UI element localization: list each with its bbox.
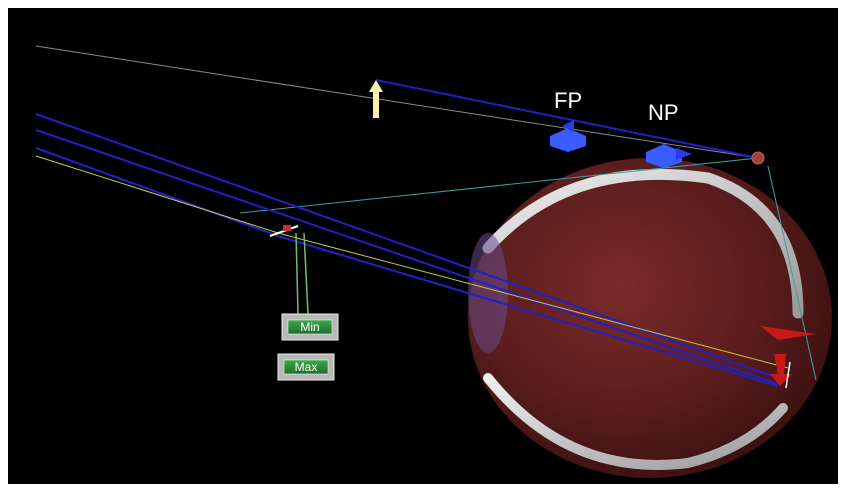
min-button[interactable]: Min bbox=[281, 313, 339, 341]
near-point-label: NP bbox=[648, 100, 679, 125]
blue-arrow-icon[interactable] bbox=[646, 144, 692, 168]
3d-viewport[interactable]: FP NP Min Max bbox=[8, 8, 838, 484]
light-rays bbox=[35, 45, 817, 387]
max-button-label: Max bbox=[295, 360, 318, 374]
sclera-upper bbox=[482, 168, 804, 319]
cornea bbox=[468, 233, 508, 353]
lens-marker[interactable] bbox=[269, 225, 299, 237]
max-button[interactable]: Max bbox=[277, 353, 335, 381]
blue-arrow-icon[interactable] bbox=[550, 120, 586, 152]
up-arrow-icon[interactable] bbox=[369, 80, 383, 118]
min-button-label: Min bbox=[300, 320, 319, 334]
eye-point-sphere[interactable] bbox=[751, 151, 765, 165]
down-arrow-icon[interactable] bbox=[760, 326, 816, 389]
optics-scene: FP NP Min Max bbox=[35, 45, 832, 478]
eyeball bbox=[468, 158, 832, 478]
far-point-label: FP bbox=[554, 88, 582, 113]
sclera-lower bbox=[483, 373, 788, 470]
